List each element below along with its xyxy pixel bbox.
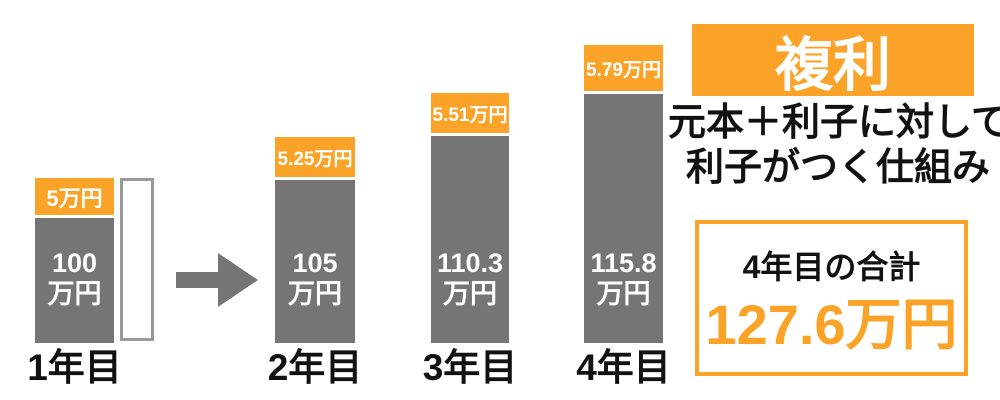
bar-year2-principal-segment: 105 万円 — [275, 180, 355, 343]
description-line2: 利子がつく仕組み — [685, 147, 990, 189]
principal-unit: 万円 — [443, 279, 497, 309]
year2-axis-label: 2年目 — [267, 347, 363, 388]
principal-unit: 万円 — [596, 279, 651, 309]
bar-year3: 5.51万円 110.3 万円 — [431, 93, 509, 343]
principal-value: 110.3 — [436, 248, 504, 278]
description-line1: 元本＋利子に対して — [668, 102, 1000, 144]
arrow-shaft — [176, 272, 220, 288]
arrow-right-icon — [176, 253, 258, 307]
year4-axis-label: 4年目 — [576, 347, 671, 388]
bar-year4-principal-segment: 115.8 万円 — [584, 94, 663, 343]
year1-total-bracket — [120, 178, 154, 341]
bar-year2-interest-segment: 5.25万円 — [275, 137, 355, 177]
principal-unit: 万円 — [288, 279, 342, 309]
principal-value: 115.8 — [590, 248, 657, 278]
total-label: 4年目の合計 — [742, 249, 921, 285]
bar-year1-principal-segment: 100 万円 — [35, 218, 114, 343]
interest-label: 5.79万円 — [586, 59, 661, 81]
year1-axis-label: 1年目 — [27, 347, 122, 388]
bar-year2: 5.25万円 105 万円 — [275, 137, 355, 343]
bar-year1: 5万円 100 万円 — [35, 178, 114, 343]
principal-value: 105 — [292, 248, 338, 278]
bar-year3-principal-segment: 110.3 万円 — [431, 136, 509, 343]
bar-year1-interest-segment: 5万円 — [35, 178, 114, 215]
total-value: 127.6万円 — [705, 293, 958, 356]
principal-unit: 万円 — [47, 279, 102, 309]
interest-label: 5.51万円 — [432, 104, 508, 126]
page-title: 複利 — [774, 33, 891, 98]
principal-value: 100 — [51, 248, 98, 278]
bar-year3-interest-segment: 5.51万円 — [431, 93, 509, 133]
description-text: 元本＋利子に対して 利子がつく仕組み — [668, 101, 1000, 191]
interest-label: 5.25万円 — [277, 148, 353, 170]
year3-axis-label: 3年目 — [422, 347, 518, 388]
arrow-head — [218, 253, 258, 307]
compound-interest-title-banner: 複利 — [692, 24, 974, 98]
interest-label: 5万円 — [46, 185, 103, 211]
total-box: 4年目の合計 127.6万円 — [695, 220, 968, 376]
bar-year4: 5.79万円 115.8 万円 — [584, 45, 663, 343]
bar-year4-interest-segment: 5.79万円 — [584, 45, 663, 91]
